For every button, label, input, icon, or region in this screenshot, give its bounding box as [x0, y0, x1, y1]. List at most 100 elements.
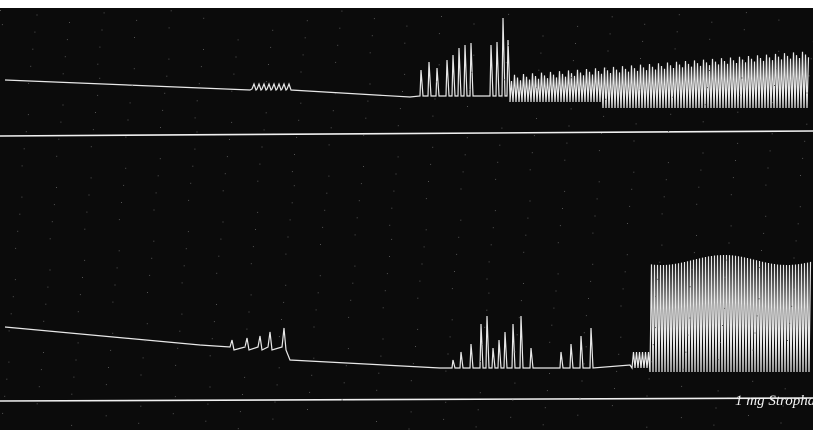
speckle — [595, 216, 596, 217]
speckle — [448, 354, 449, 355]
speckle — [294, 154, 295, 155]
speckle — [545, 407, 546, 408]
speckle — [720, 342, 721, 343]
speckle — [612, 16, 613, 17]
speckle — [372, 35, 373, 36]
speckle — [415, 346, 416, 347]
speckle — [393, 191, 394, 192]
speckle — [110, 350, 111, 351]
speckle — [636, 123, 637, 124]
speckle — [37, 15, 38, 16]
speckle — [350, 300, 351, 301]
speckle — [404, 43, 405, 44]
speckle — [569, 126, 570, 127]
speckle — [225, 173, 226, 174]
speckle — [748, 415, 749, 416]
speckle — [757, 315, 758, 316]
speckle — [787, 340, 788, 341]
speckle — [590, 281, 591, 282]
speckle — [207, 404, 208, 405]
speckle — [443, 419, 444, 420]
speckle — [147, 292, 148, 293]
speckle — [586, 346, 587, 347]
speckle — [681, 386, 682, 387]
speckle — [233, 74, 234, 75]
speckle — [514, 383, 515, 384]
speckle — [78, 342, 79, 343]
speckle — [158, 175, 159, 176]
speckle — [501, 128, 502, 129]
speckle — [125, 137, 126, 138]
speckle — [99, 47, 100, 48]
speckle — [547, 390, 548, 391]
speckle — [63, 73, 64, 74]
speckle — [742, 78, 743, 79]
speckle — [608, 51, 609, 52]
speckle — [333, 110, 334, 111]
speckle — [19, 214, 20, 215]
speckle — [781, 423, 782, 424]
speckle — [119, 250, 120, 251]
speckle — [752, 381, 753, 382]
speckle — [497, 162, 498, 163]
speckle — [285, 254, 286, 255]
speckle — [549, 373, 550, 374]
speckle — [112, 333, 113, 334]
speckle — [15, 248, 16, 249]
speckle — [348, 317, 349, 318]
speckle — [160, 127, 161, 128]
speckle — [244, 346, 245, 347]
speckle — [50, 238, 51, 239]
speckle — [642, 41, 643, 42]
speckle — [422, 264, 423, 265]
speckle — [194, 149, 195, 150]
speckle — [668, 131, 669, 132]
speckle — [251, 263, 252, 264]
speckle — [164, 93, 165, 94]
speckle — [277, 384, 278, 385]
speckle — [22, 165, 23, 166]
speckle — [800, 206, 801, 207]
speckle — [430, 164, 431, 165]
speckle — [359, 200, 360, 201]
speckle — [668, 162, 669, 163]
speckle — [231, 91, 232, 92]
speckle — [125, 168, 126, 169]
speckle — [84, 229, 85, 230]
speckle — [387, 273, 388, 274]
speckle — [473, 55, 474, 56]
speckle — [337, 45, 338, 46]
speckle — [143, 357, 144, 358]
speckle — [298, 120, 299, 121]
speckle — [700, 170, 701, 171]
speckle — [685, 352, 686, 353]
speckle — [52, 221, 53, 222]
speckle — [807, 93, 808, 94]
speckle — [218, 256, 219, 257]
speckle — [240, 411, 241, 412]
speckle — [112, 302, 113, 303]
speckle — [461, 189, 462, 190]
speckle — [543, 424, 544, 425]
speckle — [454, 271, 455, 272]
kymograph: 1 mg Strophan — [0, 0, 813, 439]
speckle — [320, 275, 321, 276]
speckle — [292, 171, 293, 172]
speckle — [536, 87, 537, 88]
speckle — [171, 10, 172, 11]
speckle — [97, 64, 98, 65]
speckle — [238, 428, 239, 429]
speckle — [398, 156, 399, 157]
speckle — [335, 62, 336, 63]
speckle — [638, 106, 639, 107]
speckle — [709, 39, 710, 40]
speckle — [307, 409, 308, 410]
speckle — [99, 78, 100, 79]
speckle — [203, 49, 204, 50]
speckle — [536, 118, 537, 119]
speckle — [653, 344, 654, 345]
speckle — [549, 342, 550, 343]
speckle — [329, 144, 330, 145]
speckle — [413, 363, 414, 364]
speckle — [322, 227, 323, 228]
